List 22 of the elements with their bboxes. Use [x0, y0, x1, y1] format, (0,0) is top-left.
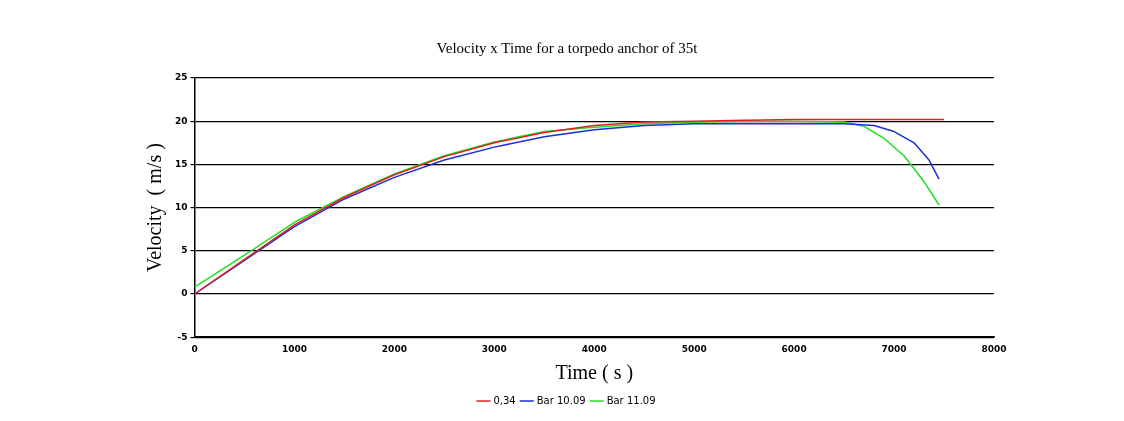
x-tick-label: 8000	[981, 343, 1007, 354]
x-tick-label: 1000	[281, 343, 307, 354]
y-tick-label: 20	[174, 115, 188, 126]
y-tick-label: 10	[174, 201, 188, 212]
x-tick-label: 4000	[581, 343, 607, 354]
x-tick-label: 3000	[481, 343, 507, 354]
legend-label: 0,34	[493, 394, 516, 406]
legend-label: Bar 10.09	[536, 394, 586, 406]
x-tick-label: 2000	[381, 343, 407, 354]
y-axis-title: Velocity ( m/s )	[143, 143, 167, 273]
x-tick-label: 7000	[881, 343, 907, 354]
legend-label: Bar 11.09	[606, 394, 656, 406]
y-tick-label: 15	[174, 158, 188, 169]
chart-title: Velocity x Time for a torpedo anchor of 35t	[436, 39, 699, 56]
x-tick-label: 6000	[781, 343, 807, 354]
y-tick-label: -5	[177, 331, 188, 342]
y-tick-label: 25	[174, 72, 188, 83]
y-tick-label: 0	[181, 288, 188, 299]
x-tick-label: 0	[191, 343, 198, 354]
x-axis-title: Time ( s )	[555, 361, 634, 385]
y-tick-label: 5	[181, 245, 188, 256]
x-tick-label: 5000	[681, 343, 707, 354]
